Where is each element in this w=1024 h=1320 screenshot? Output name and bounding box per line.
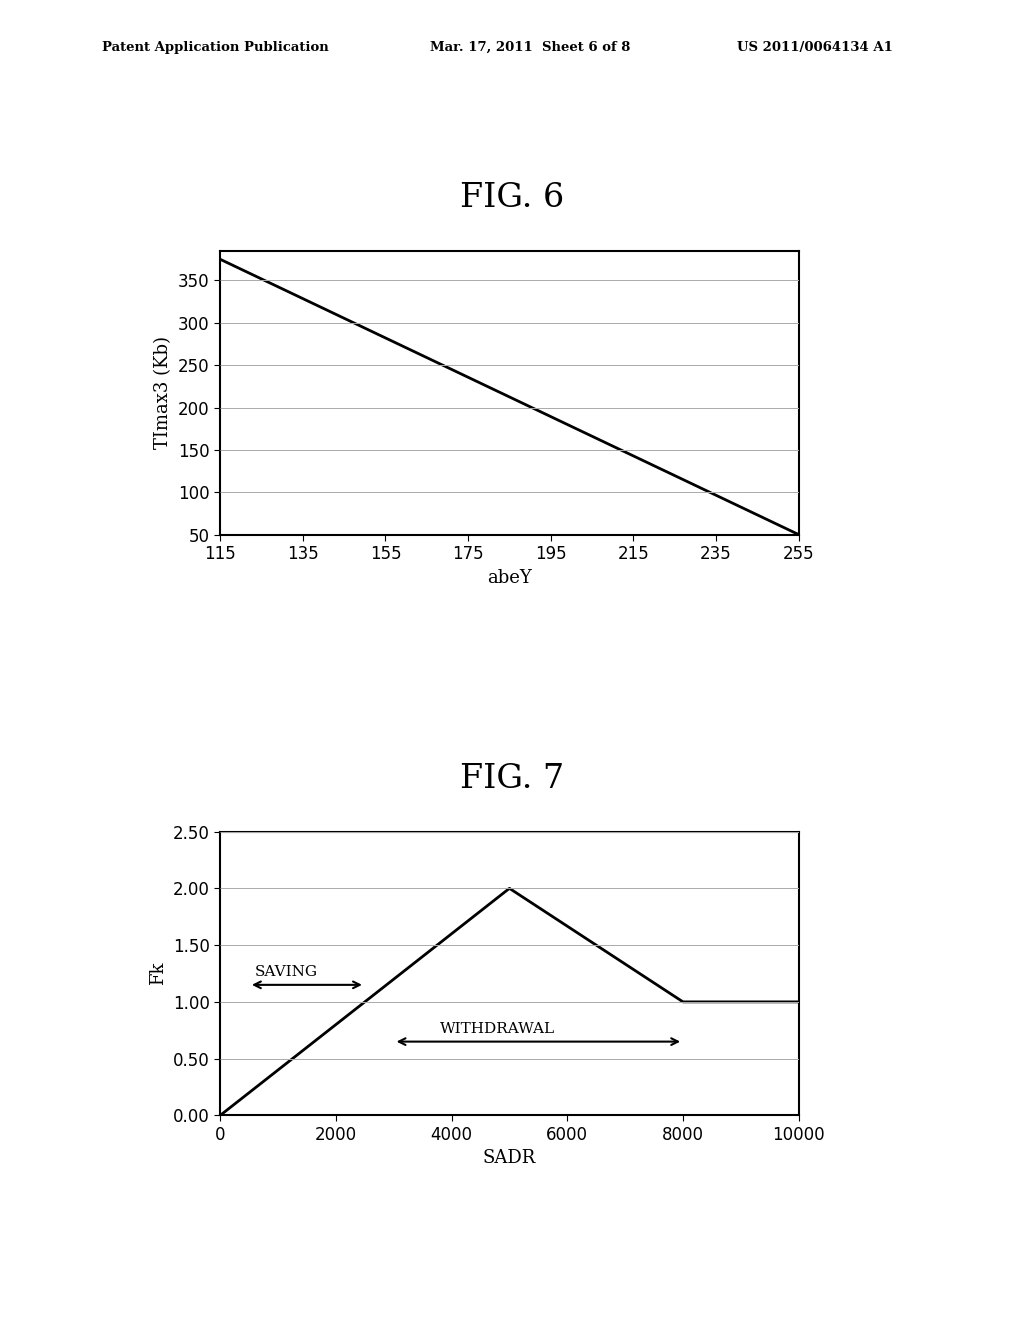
Text: SAVING: SAVING xyxy=(255,965,318,979)
Text: Mar. 17, 2011  Sheet 6 of 8: Mar. 17, 2011 Sheet 6 of 8 xyxy=(430,41,631,54)
Text: US 2011/0064134 A1: US 2011/0064134 A1 xyxy=(737,41,893,54)
Y-axis label: TImax3 (Kb): TImax3 (Kb) xyxy=(155,337,173,449)
Text: WITHDRAWAL: WITHDRAWAL xyxy=(440,1022,555,1036)
Text: FIG. 7: FIG. 7 xyxy=(460,763,564,795)
X-axis label: abeY: abeY xyxy=(487,569,531,586)
Y-axis label: Fk: Fk xyxy=(150,962,167,985)
X-axis label: SADR: SADR xyxy=(482,1150,537,1167)
Text: Patent Application Publication: Patent Application Publication xyxy=(102,41,329,54)
Text: FIG. 6: FIG. 6 xyxy=(460,182,564,214)
